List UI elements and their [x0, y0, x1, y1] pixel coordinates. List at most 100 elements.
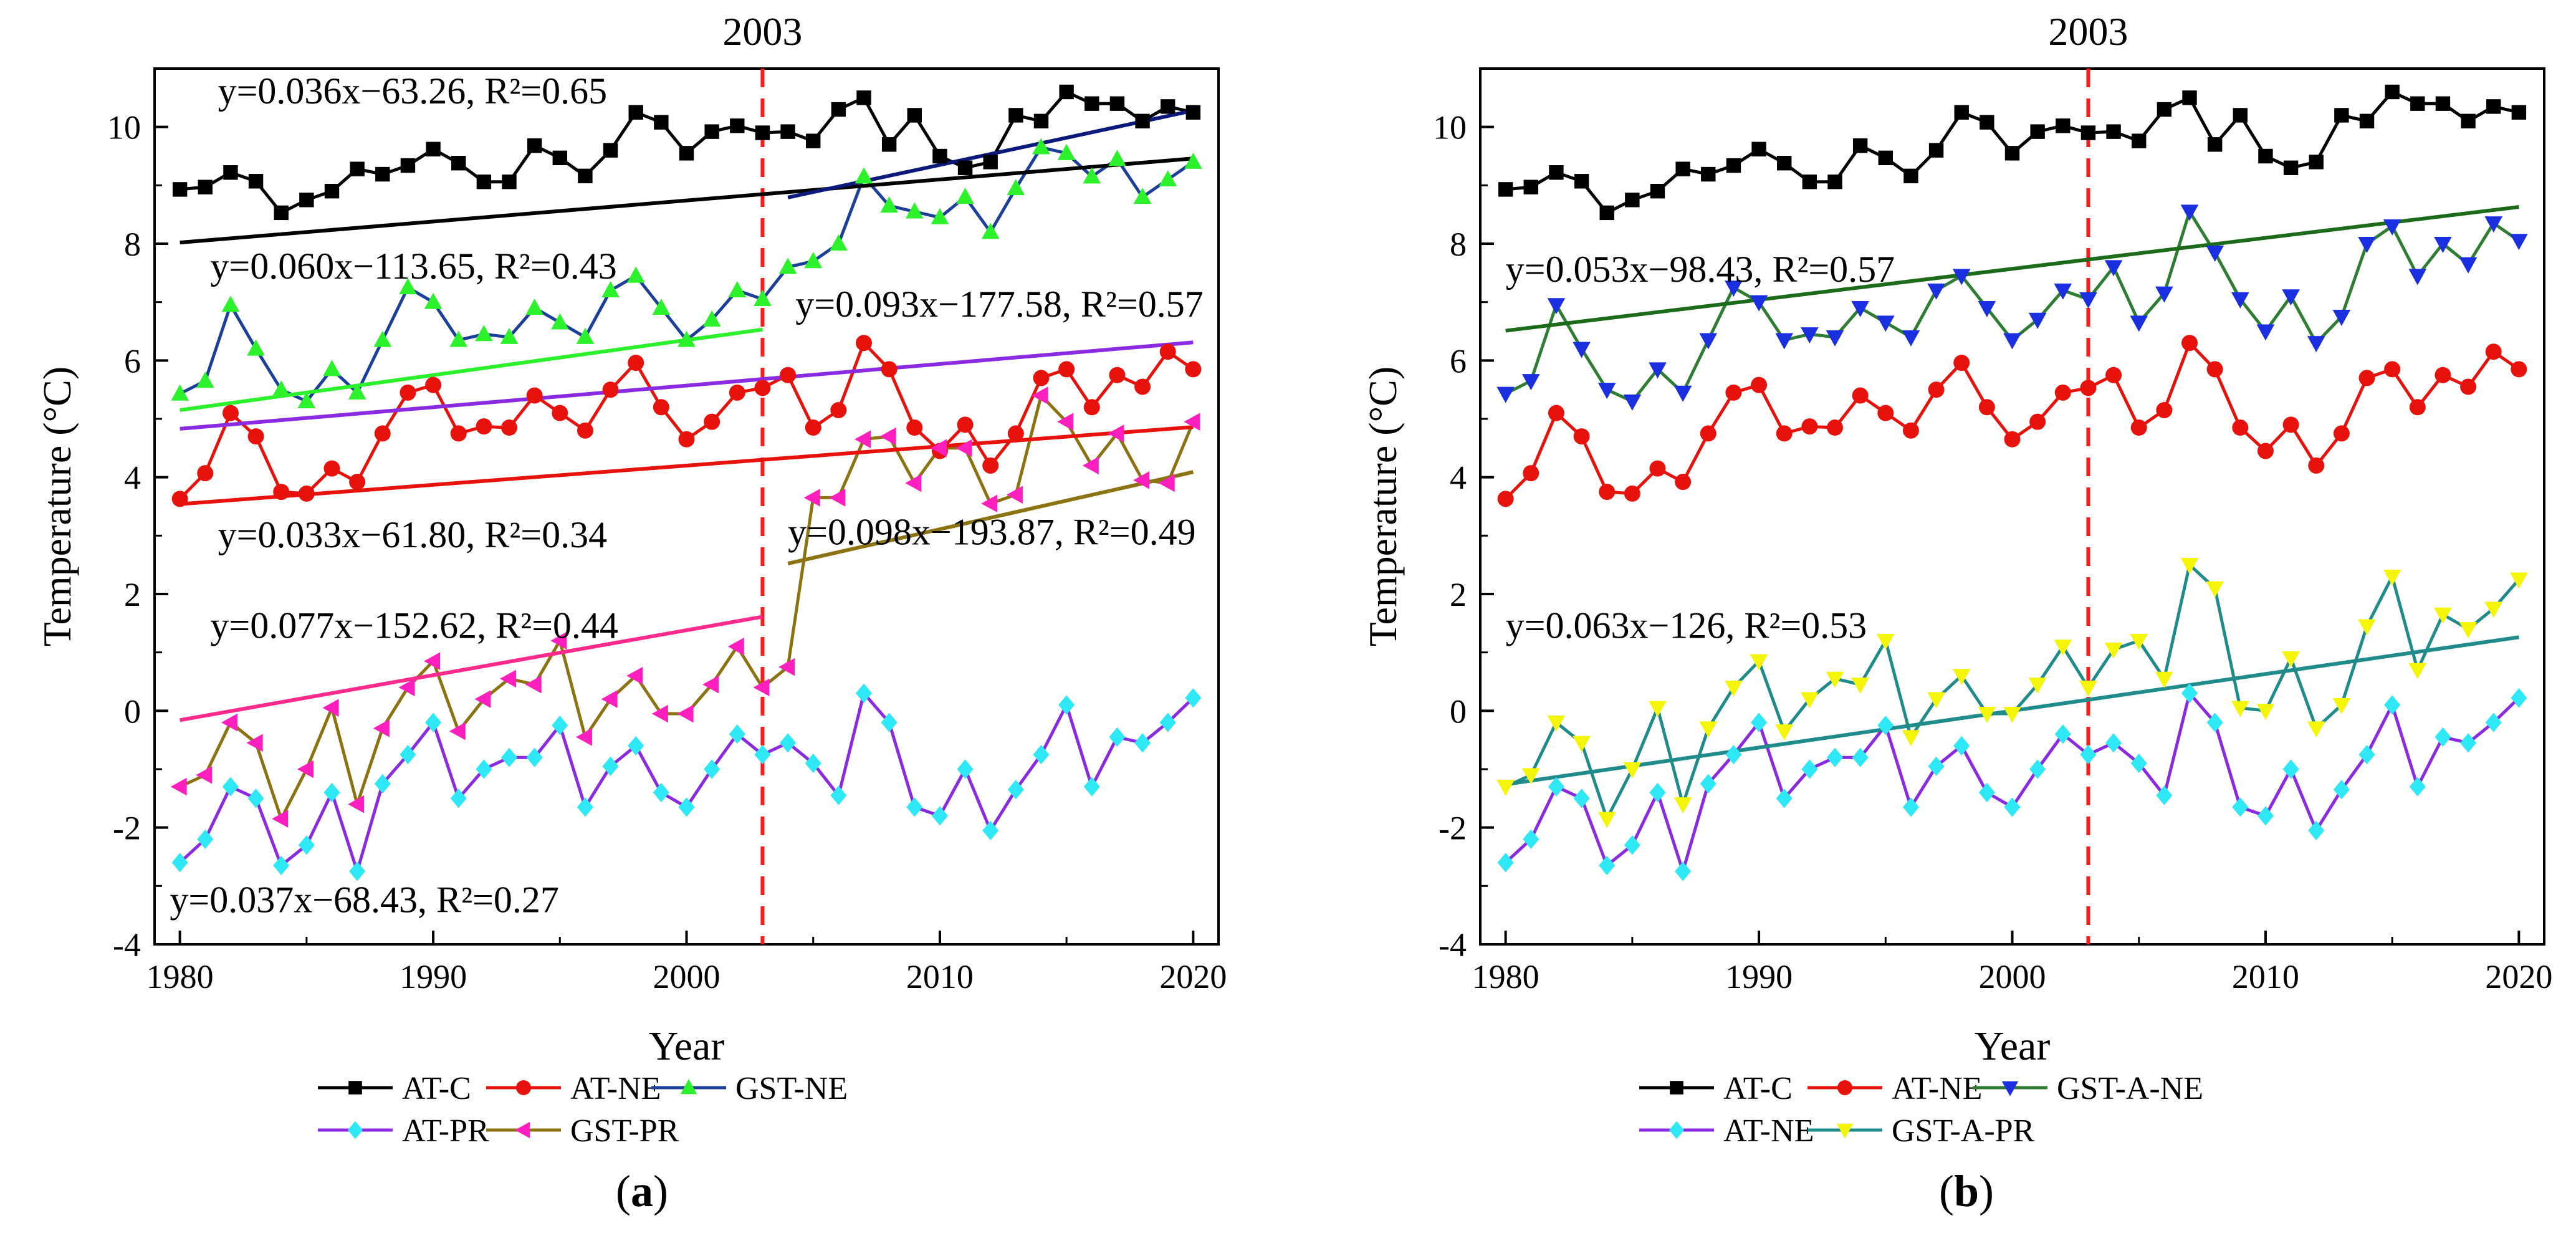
data-point-atc [1852, 138, 1868, 153]
data-point-gstpr [1184, 413, 1200, 431]
data-point-atpr [881, 712, 898, 732]
data-point-atne [2384, 361, 2401, 378]
y-tick-label: 2 [124, 576, 141, 613]
data-point-gstne [550, 313, 569, 330]
data-point-gstne [399, 278, 417, 295]
panel-label: (b) [1939, 1166, 1994, 1216]
data-point-atpr [1159, 712, 1176, 732]
data-point-atne [501, 419, 517, 436]
data-point-atne [957, 416, 974, 433]
y-tick-label: 0 [1450, 692, 1467, 730]
data-point-atc [1980, 115, 1994, 130]
data-point-gstane [2282, 289, 2300, 306]
data-point-gstane [1927, 283, 1945, 300]
y-tick-label: 0 [124, 692, 141, 730]
legend-swatch-marker [516, 1080, 531, 1095]
data-point-atpr [1953, 736, 1970, 756]
data-point-atne [374, 425, 391, 442]
data-point-atne [1007, 425, 1024, 442]
legend-swatch-marker [348, 1121, 363, 1139]
data-point-atne [982, 457, 999, 474]
data-point-atc [502, 175, 517, 189]
data-point-gstne [323, 360, 341, 376]
data-point-gstpr [829, 489, 846, 507]
x-tick-label: 2010 [2232, 958, 2299, 995]
trend-equation: y=0.053x−98.43, R²=0.57 [1506, 249, 1895, 290]
data-point-atne [298, 485, 315, 502]
data-point-gstpr [955, 439, 972, 458]
data-point-gstpr [297, 760, 314, 779]
data-point-atc [2435, 96, 2451, 111]
panel-label: (a) [616, 1166, 668, 1216]
data-point-gstne [855, 167, 873, 184]
data-point-gstne [247, 339, 265, 356]
data-point-gstne [1083, 167, 1101, 184]
data-point-atc [400, 158, 416, 173]
data-point-atpr [273, 855, 290, 876]
data-point-gstpr [930, 439, 947, 458]
data-point-gstpr [246, 734, 263, 752]
x-tick-label: 1980 [146, 958, 214, 995]
data-point-gstane [2358, 236, 2376, 253]
y-tick-label: 6 [124, 342, 141, 380]
y-tick-label: 8 [1450, 226, 1467, 263]
data-point-gstapr [1496, 780, 1515, 797]
data-point-atc [2410, 96, 2425, 111]
data-point-gstne [981, 223, 1000, 239]
data-point-atne [1877, 405, 1894, 421]
data-point-atc [704, 124, 719, 139]
data-point-atc [172, 182, 188, 197]
data-point-atc [780, 124, 795, 139]
data-point-gstpr [221, 713, 237, 732]
data-point-atpr [2054, 724, 2071, 744]
data-point-gstane [2459, 257, 2478, 274]
data-point-atne [450, 425, 467, 442]
data-point-gstane [1699, 333, 1718, 350]
data-point-gstne [348, 383, 366, 400]
y-axis-title: Temperature (°C) [1361, 367, 1405, 646]
data-point-gstane [2510, 234, 2528, 251]
data-point-atpr [247, 788, 264, 808]
data-point-atc [1726, 158, 1741, 173]
panel-b: -4 -2 0 2 4 6 8 10 1980 1990 2000 2010 2020 Year Tempe… [1361, 9, 2552, 1216]
trend-equation: y=0.037x−68.43, R²=0.27 [170, 879, 559, 920]
data-point-atc [881, 137, 897, 152]
data-point-atc [552, 150, 567, 166]
data-point-gstne [475, 325, 493, 342]
data-point-atne [2460, 378, 2477, 395]
trend-equation: y=0.060x−113.65, R²=0.43 [210, 246, 616, 287]
legend-item-gstapr: GST-A-PR [1808, 1113, 2035, 1149]
data-point-gstpr [424, 652, 441, 671]
data-point-atpr [1007, 780, 1024, 800]
data-point-atpr [349, 861, 366, 881]
data-point-gstapr [1699, 721, 1718, 738]
data-point-atne [628, 355, 644, 371]
data-point-atpr [400, 744, 416, 765]
data-point-gstapr [1775, 724, 1794, 741]
data-point-gstapr [1725, 680, 1743, 697]
data-point-atc [1523, 180, 1538, 194]
data-point-atpr [2232, 797, 2249, 817]
data-point-gstpr [677, 704, 694, 723]
data-point-gstane [2028, 312, 2047, 329]
data-point-gstane [2003, 333, 2021, 350]
data-point-atc [1675, 161, 1690, 176]
legend-swatch-marker [515, 1121, 530, 1139]
legend-label: AT-NE [570, 1071, 661, 1106]
data-point-atc [603, 143, 618, 158]
data-point-atne [906, 419, 923, 436]
data-point-atc [1903, 168, 1918, 184]
data-point-atpr [906, 797, 923, 817]
data-point-gstpr [449, 722, 466, 740]
data-point-atc [1185, 105, 1201, 120]
data-point-atne [2029, 413, 2046, 430]
data-point-atpr [2308, 820, 2325, 840]
trend-line-1 [180, 327, 763, 412]
data-point-atne [1953, 355, 1970, 371]
data-point-atc [2233, 108, 2248, 123]
data-point-atpr [628, 736, 644, 756]
data-point-gstne [1032, 138, 1050, 155]
data-point-atpr [1523, 829, 1539, 849]
data-point-atc [831, 102, 846, 117]
